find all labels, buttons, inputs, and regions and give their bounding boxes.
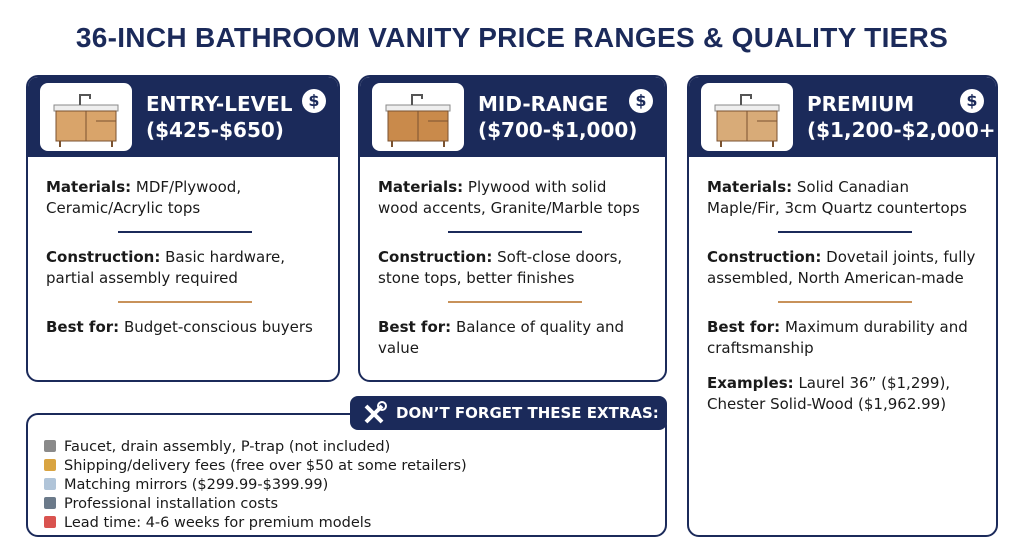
- divider: [447, 231, 582, 233]
- vanity-drawing: [53, 94, 119, 147]
- tier-header: MID-RANGE ($700-$1,000) $: [360, 77, 665, 157]
- tier-section: Materials: Plywood with solid wood accen…: [378, 177, 651, 219]
- section-label: Materials:: [378, 178, 464, 196]
- item-icon: [44, 497, 56, 509]
- extras-list: Faucet, drain assembly, P-trap (not incl…: [44, 438, 467, 533]
- section-label: Best for:: [378, 318, 452, 336]
- section-text: Basic hardware, partial assembly require…: [46, 248, 286, 287]
- section-label: Examples:: [707, 374, 794, 392]
- tier-card: ENTRY-LEVEL ($425-$650) $ Materials: MDF/Pl…: [26, 75, 340, 382]
- extra-item: Professional installation costs: [44, 495, 467, 514]
- tier-name: ENTRY-LEVEL: [146, 92, 293, 116]
- item-text: Lead time: 4-6 weeks for premium models: [64, 515, 372, 531]
- dollar-icon: $: [629, 89, 653, 113]
- section-label: Materials:: [46, 178, 132, 196]
- dollar-icon: $: [302, 89, 326, 113]
- section-text: Plywood with solid wood accents, Granite…: [378, 178, 640, 217]
- item-text: Shipping/delivery fees (free over $50 at…: [64, 458, 467, 474]
- section-text: Laurel 36” ($1,299), Chester Solid-Wood …: [707, 374, 951, 413]
- section-text: Soft-close doors, stone tops, better fin…: [378, 248, 623, 287]
- dollar-icon: $: [960, 89, 984, 113]
- extras-badge: DON’T FORGET THESE EXTRAS:: [350, 396, 667, 430]
- section-label: Best for:: [707, 318, 781, 336]
- tier-section: Best for: Budget-conscious buyers: [46, 317, 324, 338]
- tier-section: Best for: Balance of quality and value: [378, 317, 651, 359]
- section-label: Construction:: [707, 248, 822, 266]
- extra-item: Matching mirrors ($299.99-$399.99): [44, 476, 467, 495]
- extras-title: DON’T FORGET THESE EXTRAS:: [396, 404, 659, 422]
- section-text: Solid Canadian Maple/Fir, 3cm Quartz cou…: [707, 178, 967, 217]
- tier-body: Materials: Solid Canadian Maple/Fir, 3cm…: [707, 177, 982, 415]
- item-icon: [44, 516, 56, 528]
- section-label: Materials:: [707, 178, 793, 196]
- divider: [118, 231, 252, 233]
- tier-section: Construction: Soft-close doors, stone to…: [378, 247, 651, 289]
- item-icon: [44, 440, 56, 452]
- extra-item: Shipping/delivery fees (free over $50 at…: [44, 457, 467, 476]
- extra-item: Faucet, drain assembly, P-trap (not incl…: [44, 438, 467, 457]
- tier-section: Materials: Solid Canadian Maple/Fir, 3cm…: [707, 177, 982, 219]
- tier-section: Materials: MDF/Plywood, Ceramic/Acrylic …: [46, 177, 324, 219]
- section-text: Maximum durability and craftsmanship: [707, 318, 968, 357]
- tier-header: PREMIUM ($1,200-$2,000+) $: [689, 77, 996, 157]
- tier-price: ($700-$1,000): [478, 118, 638, 142]
- tier-body: Materials: Plywood with solid wood accen…: [378, 177, 651, 359]
- tier-section: Construction: Dovetail joints, fully ass…: [707, 247, 982, 289]
- section-text: MDF/Plywood, Ceramic/Acrylic tops: [46, 178, 242, 217]
- vanity-image: [40, 83, 132, 151]
- section-text: Budget-conscious buyers: [123, 318, 313, 336]
- section-text: Dovetail joints, fully assembled, North …: [707, 248, 976, 287]
- tier-header: ENTRY-LEVEL ($425-$650) $: [28, 77, 338, 157]
- item-icon: [44, 478, 56, 490]
- tier-section: Construction: Basic hardware, partial as…: [46, 247, 324, 289]
- section-text: Balance of quality and value: [378, 318, 625, 357]
- item-icon: [44, 459, 56, 471]
- tier-card: MID-RANGE ($700-$1,000) $ Materials: Plywoo…: [358, 75, 667, 382]
- tier-section: Best for: Maximum durability and craftsm…: [707, 317, 982, 359]
- section-label: Best for:: [46, 318, 120, 336]
- title: 36-INCH BATHROOM VANITY PRICE RANGES & Q…: [75, 22, 949, 53]
- vanity-drawing: [385, 94, 451, 147]
- divider: [777, 301, 912, 303]
- item-text: Professional installation costs: [64, 496, 279, 512]
- item-text: Faucet, drain assembly, P-trap (not incl…: [64, 439, 391, 455]
- tier-section: Examples: Laurel 36” ($1,299), Chester S…: [707, 373, 982, 415]
- tools-icon: [364, 401, 387, 424]
- tier-name: PREMIUM: [807, 92, 915, 116]
- divider: [447, 301, 582, 303]
- extra-item: Lead time: 4-6 weeks for premium models: [44, 514, 467, 533]
- section-label: Construction:: [46, 248, 161, 266]
- tier-price: ($425-$650): [146, 118, 284, 142]
- tier-card: PREMIUM ($1,200-$2,000+) $ Materials: Solid…: [687, 75, 998, 537]
- tier-body: Materials: MDF/Plywood, Ceramic/Acrylic …: [46, 177, 324, 338]
- item-text: Matching mirrors ($299.99-$399.99): [64, 477, 329, 493]
- divider: [777, 231, 912, 233]
- vanity-image: [701, 83, 793, 151]
- tier-name: MID-RANGE: [478, 92, 609, 116]
- extras-box: [26, 413, 667, 537]
- section-label: Construction:: [378, 248, 493, 266]
- vanity-image: [372, 83, 464, 151]
- vanity-drawing: [714, 94, 780, 147]
- divider: [118, 301, 252, 303]
- tier-price: ($1,200-$2,000+): [807, 118, 998, 142]
